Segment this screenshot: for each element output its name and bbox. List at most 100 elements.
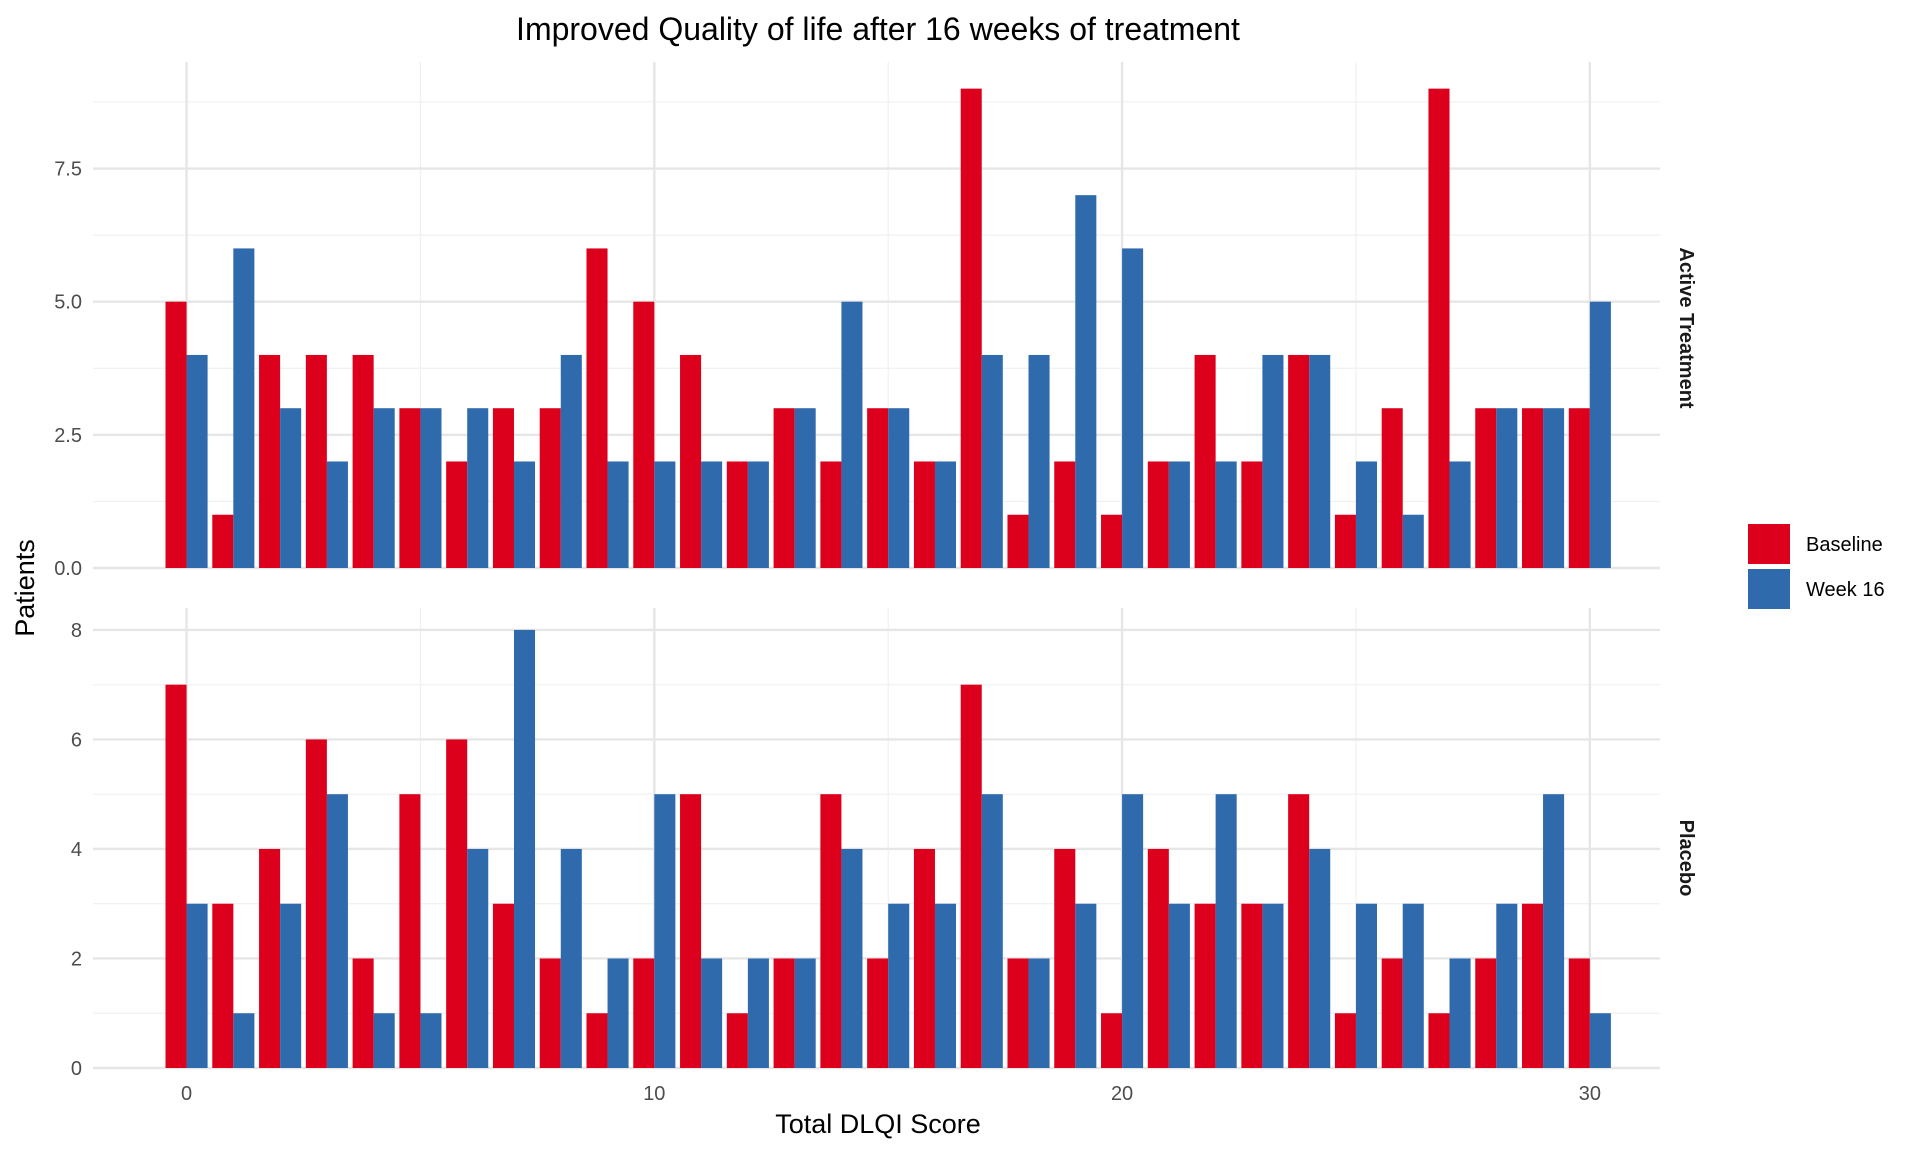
bar-week-16 xyxy=(888,408,910,568)
bar-week-16 xyxy=(420,408,442,568)
legend-key-week-16 xyxy=(1748,569,1790,609)
bar-baseline xyxy=(165,684,187,1068)
bar-week-16 xyxy=(1122,248,1144,568)
bar-baseline xyxy=(960,684,982,1068)
bar-week-16 xyxy=(841,301,863,568)
x-tick-label: 30 xyxy=(1579,1083,1601,1105)
bar-baseline xyxy=(1381,408,1403,568)
bar-week-16 xyxy=(420,1013,442,1068)
bar-baseline xyxy=(1522,903,1544,1068)
legend: Baseline Week 16 xyxy=(1748,524,1885,609)
bar-week-16 xyxy=(1028,958,1050,1068)
bar-baseline xyxy=(586,248,608,568)
bar-week-16 xyxy=(747,958,769,1068)
bar-week-16 xyxy=(280,903,302,1068)
bar-week-16 xyxy=(701,958,723,1068)
bar-baseline xyxy=(1241,461,1263,568)
bar-baseline xyxy=(867,408,889,568)
panel-active-treatment: 0.0 2.5 5.0 7.5 xyxy=(54,62,1660,580)
y-tick-label: 2.5 xyxy=(54,425,82,447)
bar-baseline xyxy=(212,514,234,568)
bar-baseline xyxy=(446,461,468,568)
bar-week-16 xyxy=(1355,903,1378,1068)
bar-week-16 xyxy=(1402,514,1424,568)
bar-week-16 xyxy=(1075,195,1097,568)
bar-baseline xyxy=(1334,1013,1356,1068)
bar-week-16 xyxy=(186,354,208,568)
bar-baseline xyxy=(399,794,421,1068)
bar-week-16 xyxy=(1496,903,1518,1068)
bar-week-16 xyxy=(326,461,348,568)
bar-baseline xyxy=(913,848,935,1068)
bar-week-16 xyxy=(1168,903,1190,1068)
bar-week-16 xyxy=(1543,794,1565,1068)
bar-baseline xyxy=(1428,1013,1450,1068)
bar-baseline xyxy=(492,408,514,568)
bar-week-16 xyxy=(888,903,910,1068)
bar-week-16 xyxy=(1215,794,1237,1068)
bar-week-16 xyxy=(1449,958,1471,1068)
panel-placebo: 0 2 4 6 8 xyxy=(71,608,1660,1080)
bar-baseline xyxy=(539,958,561,1068)
bar-baseline xyxy=(1147,461,1169,568)
bar-baseline xyxy=(1568,958,1590,1068)
y-tick-label: 0.0 xyxy=(54,558,82,580)
bar-baseline xyxy=(1194,354,1216,568)
bar-baseline xyxy=(820,461,842,568)
bar-baseline xyxy=(305,739,327,1068)
bar-baseline xyxy=(1007,514,1029,568)
bar-week-16 xyxy=(794,408,816,568)
bar-week-16 xyxy=(560,848,582,1068)
bar-week-16 xyxy=(841,848,863,1068)
y-tick-label: 2 xyxy=(71,948,82,970)
bar-week-16 xyxy=(1075,903,1097,1068)
x-axis: 0 10 20 30 xyxy=(181,1083,1601,1105)
bar-baseline xyxy=(492,903,514,1068)
bar-baseline xyxy=(352,354,374,568)
bar-week-16 xyxy=(701,461,723,568)
bar-baseline xyxy=(680,794,702,1068)
bar-week-16 xyxy=(326,794,348,1068)
bar-week-16 xyxy=(280,408,302,568)
bar-week-16 xyxy=(513,629,536,1068)
bar-baseline xyxy=(1241,903,1263,1068)
bar-baseline xyxy=(773,958,795,1068)
y-tick-label: 5.0 xyxy=(54,292,82,314)
bar-baseline xyxy=(1054,461,1076,568)
x-axis-title: Total DLQI Score xyxy=(775,1109,981,1139)
bar-baseline xyxy=(539,408,561,568)
bar-baseline xyxy=(773,408,795,568)
bar-baseline xyxy=(913,461,935,568)
bar-week-16 xyxy=(1449,461,1471,568)
bar-baseline xyxy=(1475,958,1497,1068)
bar-baseline xyxy=(1194,903,1216,1068)
bar-baseline xyxy=(633,958,655,1068)
bar-baseline xyxy=(726,1013,748,1068)
bar-baseline xyxy=(1101,514,1123,568)
bar-baseline xyxy=(820,794,842,1068)
x-tick-label: 20 xyxy=(1111,1083,1133,1105)
bar-week-16 xyxy=(654,794,676,1068)
bar-baseline xyxy=(165,301,187,568)
y-tick-label: 0 xyxy=(71,1058,82,1080)
bar-week-16 xyxy=(1402,903,1424,1068)
bar-baseline xyxy=(960,88,982,568)
strip-label-active-treatment: Active Treatment xyxy=(1675,247,1697,409)
bar-week-16 xyxy=(1309,354,1331,568)
bar-week-16 xyxy=(981,794,1003,1068)
bar-baseline xyxy=(586,1013,608,1068)
bar-baseline xyxy=(1054,848,1076,1068)
bar-baseline xyxy=(305,354,327,568)
bar-baseline xyxy=(399,408,421,568)
bar-baseline xyxy=(726,461,748,568)
bar-baseline xyxy=(446,739,468,1068)
legend-label-baseline: Baseline xyxy=(1806,534,1883,556)
bar-baseline xyxy=(633,301,655,568)
bar-week-16 xyxy=(981,354,1003,568)
bar-week-16 xyxy=(747,461,769,568)
y-tick-label: 6 xyxy=(71,729,82,751)
bar-week-16 xyxy=(1543,408,1565,568)
bar-baseline xyxy=(1568,408,1590,568)
bar-baseline xyxy=(1381,958,1403,1068)
